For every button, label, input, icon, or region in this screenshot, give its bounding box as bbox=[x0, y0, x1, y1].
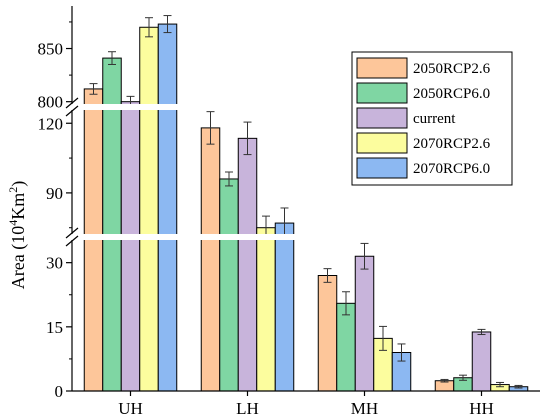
x-tick-label: UH bbox=[118, 399, 143, 418]
y-tick-label: 90 bbox=[46, 184, 63, 203]
axis-break-gap bbox=[64, 234, 540, 240]
y-tick-label: 800 bbox=[38, 93, 64, 112]
axis-break-mark bbox=[65, 227, 79, 239]
legend-swatch bbox=[356, 107, 408, 129]
x-tick-label: MH bbox=[351, 399, 378, 418]
legend-label: 2050RCP6.0 bbox=[413, 86, 490, 102]
axis-break-gap bbox=[64, 104, 540, 110]
legend-label: current bbox=[413, 111, 456, 127]
bar-lh-2050rcp6-0 bbox=[219, 178, 239, 392]
bar-mh-2050rcp6-0 bbox=[336, 302, 356, 392]
bar-mh-current bbox=[354, 255, 375, 392]
bars-layer bbox=[83, 15, 529, 392]
y-tick-label: 850 bbox=[38, 40, 64, 59]
legend: 2050RCP2.6 2050RCP6.0 current 2070RCP2.6 207… bbox=[351, 51, 513, 186]
legend-swatch bbox=[356, 57, 408, 79]
x-tick-label: LH bbox=[236, 399, 259, 418]
bar-uh-2070rcp6-0 bbox=[157, 23, 178, 392]
bar-lh-2070rcp6-0 bbox=[274, 222, 295, 392]
x-tick-label: HH bbox=[469, 399, 494, 418]
y-axis-label: Area (104Km2) bbox=[6, 181, 29, 289]
bar-uh-current bbox=[120, 101, 141, 392]
axis-break-mark bbox=[65, 105, 79, 117]
legend-swatch bbox=[356, 82, 408, 104]
bar-mh-2050rcp2-6 bbox=[317, 275, 338, 392]
legend-label: 2070RCP6.0 bbox=[413, 161, 490, 177]
y-tick-label: 30 bbox=[46, 254, 63, 273]
bar-uh-2070rcp2-6 bbox=[139, 26, 159, 392]
legend-swatch bbox=[356, 132, 408, 154]
bar-hh-current bbox=[471, 331, 492, 392]
y-tick-label: 120 bbox=[38, 114, 64, 133]
bar-lh-2050rcp2-6 bbox=[200, 127, 221, 392]
axis-break-mark bbox=[65, 235, 79, 247]
legend-swatch bbox=[356, 157, 408, 179]
bar-lh-2070rcp2-6 bbox=[256, 227, 276, 392]
axes-layer: 0 15 30 90 120 800 850 UH LH MH HH bbox=[38, 6, 540, 418]
y-tick-label: 15 bbox=[46, 318, 63, 337]
legend-label: 2070RCP2.6 bbox=[413, 136, 491, 152]
y-tick-label: 0 bbox=[55, 382, 64, 401]
bar-lh-current bbox=[237, 137, 258, 392]
axis-break-mark bbox=[65, 97, 79, 109]
legend-label: 2050RCP2.6 bbox=[413, 61, 491, 77]
